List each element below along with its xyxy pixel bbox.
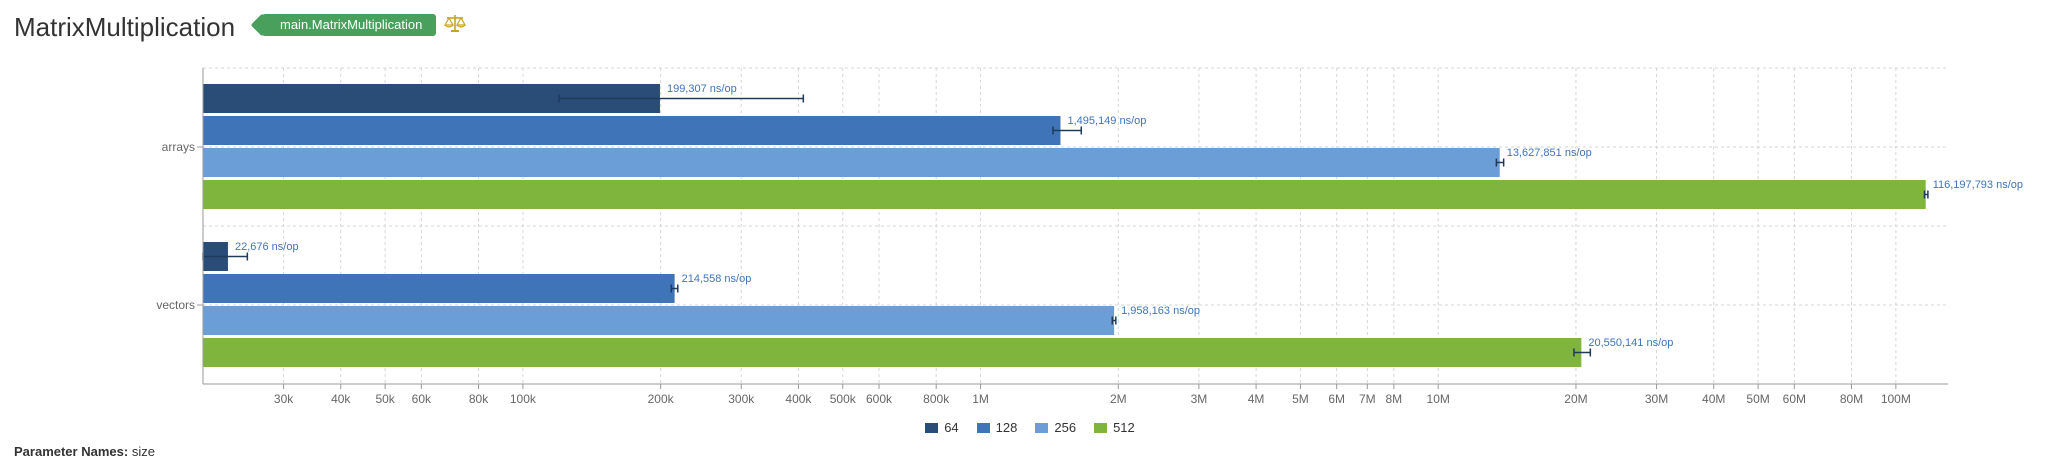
- x-tick-label: 100k: [510, 392, 537, 406]
- x-tick-label: 2M: [1110, 392, 1127, 406]
- x-tick-label: 7M: [1359, 392, 1376, 406]
- x-tick-label: 5M: [1292, 392, 1309, 406]
- x-tick-label: 1M: [972, 392, 989, 406]
- legend-item[interactable]: 128: [976, 420, 1018, 435]
- page-title: MatrixMultiplication: [14, 12, 236, 42]
- x-tick-label: 500k: [830, 392, 857, 406]
- x-tick-label: 60k: [412, 392, 432, 406]
- data-label: 1,495,149 ns/op: [1067, 115, 1146, 127]
- x-tick-label: 20M: [1564, 392, 1587, 406]
- x-tick-label: 40M: [1702, 392, 1725, 406]
- x-tick-label: 80M: [1840, 392, 1863, 406]
- x-tick-label: 80k: [469, 392, 489, 406]
- bar: [203, 148, 1500, 177]
- parameter-names: Parameter Names: size: [14, 444, 155, 459]
- legend-swatch: [1094, 422, 1108, 433]
- data-label: 20,550,141 ns/op: [1588, 337, 1673, 349]
- x-tick-label: 10M: [1427, 392, 1450, 406]
- data-label: 1,958,163 ns/op: [1121, 305, 1200, 317]
- x-tick-label: 40k: [331, 392, 351, 406]
- data-label: 13,627,851 ns/op: [1507, 147, 1592, 159]
- bar: [203, 180, 1926, 209]
- category-label: arrays: [162, 140, 195, 154]
- x-tick-label: 200k: [648, 392, 675, 406]
- legend-swatch: [925, 422, 939, 433]
- x-tick-label: 30M: [1645, 392, 1668, 406]
- category-label: vectors: [156, 298, 195, 312]
- bar: [203, 116, 1061, 145]
- x-tick-label: 30k: [274, 392, 294, 406]
- data-label: 22,676 ns/op: [235, 241, 299, 253]
- x-tick-label: 600k: [866, 392, 893, 406]
- bars-layer: 199,307 ns/op 1,495,149 ns/op 13,627,851 n…: [202, 83, 2023, 367]
- x-tick-label: 50M: [1746, 392, 1769, 406]
- legend-label: 256: [1054, 420, 1077, 435]
- data-label: 116,197,793 ns/op: [1933, 179, 2023, 191]
- x-tick-label: 300k: [728, 392, 755, 406]
- legend-item[interactable]: 64: [925, 420, 959, 435]
- benchmark-chart: 199,307 ns/op 1,495,149 ns/op 13,627,851 n…: [156, 67, 2023, 406]
- x-tick-label: 3M: [1191, 392, 1208, 406]
- legend-item[interactable]: 512: [1094, 420, 1135, 435]
- legend-label: 64: [944, 420, 959, 435]
- legend-swatch: [1035, 422, 1049, 433]
- bar: [203, 338, 1582, 367]
- legend-item[interactable]: 256: [1035, 420, 1076, 435]
- balance-scale-icon[interactable]: [444, 12, 466, 34]
- legend-label: 512: [1113, 420, 1135, 435]
- x-tick-label: 400k: [785, 392, 812, 406]
- benchmark-tag[interactable]: main.MatrixMultiplication: [262, 14, 437, 36]
- data-label: 214,558 ns/op: [682, 273, 752, 285]
- x-tick-label: 60M: [1783, 392, 1806, 406]
- x-tick-label: 100M: [1881, 392, 1911, 406]
- x-tick-label: 4M: [1248, 392, 1265, 406]
- parameter-names-value: size: [131, 444, 155, 459]
- bar: [203, 306, 1115, 335]
- legend-label: 128: [995, 420, 1018, 435]
- legend: 64 128 256 512: [0, 420, 2060, 436]
- data-label: 199,307 ns/op: [667, 83, 737, 95]
- x-tick-label: 800k: [923, 392, 950, 406]
- x-tick-label: 6M: [1328, 392, 1345, 406]
- axis-layer: 30k 40k 50k 60k 80k 100k 200k 300k 400k 500k 600k 8…: [156, 68, 1948, 406]
- legend-swatch: [976, 422, 990, 433]
- parameter-names-label: Parameter Names:: [14, 444, 129, 459]
- x-tick-label: 8M: [1386, 392, 1403, 406]
- x-tick-label: 50k: [375, 392, 395, 406]
- bar: [203, 274, 675, 303]
